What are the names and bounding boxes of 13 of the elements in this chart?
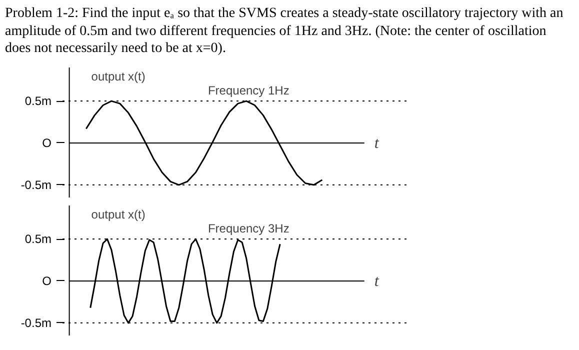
x-axis-title: t (374, 134, 380, 152)
annotation: Frequency 3Hz (208, 221, 290, 235)
y-tick-label: O (42, 273, 52, 288)
y-tick-label: -0.5m (20, 177, 52, 192)
y-axis-title: output x(t) (91, 69, 146, 83)
chart-title: Problem 1-2: Find the input eₐ so that the SVMS creates a steady-state oscillatory trajectory with an amplitude of 0.5m and two different frequencies of 1Hz and 3Hz. (Note: the center of oscillation does not necessarily need to be at x=0). (5, 5, 564, 58)
annotation: Frequency 1Hz (208, 83, 290, 97)
y-tick-label: 0.5m (24, 232, 52, 246)
y-tick-label: 0.5m (24, 94, 52, 108)
x-axis-title: t (374, 272, 380, 290)
y-tick-label: O (42, 135, 52, 150)
y-axis-title: output x(t) (91, 207, 146, 221)
y-tick-label: -0.5m (20, 315, 52, 330)
